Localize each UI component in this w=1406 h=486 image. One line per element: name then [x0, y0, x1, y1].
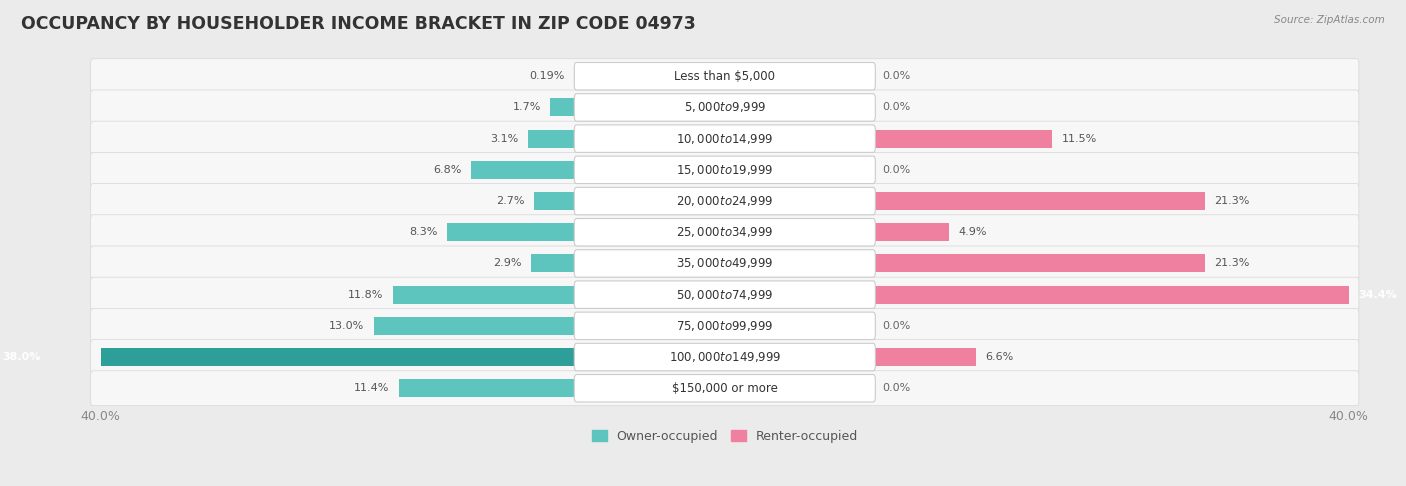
Text: $10,000 to $14,999: $10,000 to $14,999	[676, 132, 773, 146]
Text: Source: ZipAtlas.com: Source: ZipAtlas.com	[1274, 15, 1385, 25]
FancyBboxPatch shape	[574, 250, 876, 277]
Text: 13.0%: 13.0%	[329, 321, 364, 331]
Text: 11.8%: 11.8%	[347, 290, 384, 300]
Text: 11.4%: 11.4%	[354, 383, 389, 393]
Bar	[392, 286, 576, 304]
Text: 34.4%: 34.4%	[1358, 290, 1398, 300]
Bar	[534, 192, 576, 210]
Text: $25,000 to $34,999: $25,000 to $34,999	[676, 225, 773, 239]
Text: 6.6%: 6.6%	[986, 352, 1014, 362]
Text: 2.7%: 2.7%	[496, 196, 524, 206]
Text: $75,000 to $99,999: $75,000 to $99,999	[676, 319, 773, 333]
Bar	[873, 192, 1205, 210]
Text: 0.0%: 0.0%	[883, 383, 911, 393]
FancyBboxPatch shape	[90, 215, 1360, 250]
Text: 1.7%: 1.7%	[512, 103, 541, 112]
Text: $35,000 to $49,999: $35,000 to $49,999	[676, 257, 773, 270]
Text: $5,000 to $9,999: $5,000 to $9,999	[683, 101, 766, 114]
Text: 21.3%: 21.3%	[1215, 196, 1250, 206]
FancyBboxPatch shape	[574, 125, 876, 153]
Legend: Owner-occupied, Renter-occupied: Owner-occupied, Renter-occupied	[586, 425, 863, 448]
Bar	[873, 348, 976, 366]
FancyBboxPatch shape	[574, 343, 876, 371]
Text: 6.8%: 6.8%	[433, 165, 461, 175]
Bar	[873, 223, 949, 241]
FancyBboxPatch shape	[90, 371, 1360, 406]
Bar	[873, 254, 1205, 273]
Text: Less than $5,000: Less than $5,000	[675, 69, 775, 83]
Text: 8.3%: 8.3%	[409, 227, 437, 237]
Text: 0.0%: 0.0%	[883, 71, 911, 81]
FancyBboxPatch shape	[90, 277, 1360, 312]
Text: $15,000 to $19,999: $15,000 to $19,999	[676, 163, 773, 177]
Bar	[529, 130, 576, 148]
Bar	[0, 348, 576, 366]
Text: 0.0%: 0.0%	[883, 103, 911, 112]
Bar	[374, 317, 576, 335]
Bar	[550, 98, 576, 117]
FancyBboxPatch shape	[574, 219, 876, 246]
Text: $50,000 to $74,999: $50,000 to $74,999	[676, 288, 773, 302]
Text: 0.19%: 0.19%	[529, 71, 564, 81]
Bar	[873, 286, 1406, 304]
Text: 0.0%: 0.0%	[883, 165, 911, 175]
FancyBboxPatch shape	[574, 187, 876, 215]
FancyBboxPatch shape	[90, 90, 1360, 125]
FancyBboxPatch shape	[574, 156, 876, 184]
Text: 3.1%: 3.1%	[491, 134, 519, 144]
FancyBboxPatch shape	[574, 281, 876, 309]
Bar	[531, 254, 576, 273]
FancyBboxPatch shape	[90, 121, 1360, 156]
FancyBboxPatch shape	[90, 153, 1360, 187]
FancyBboxPatch shape	[90, 59, 1360, 94]
Bar	[471, 161, 576, 179]
Text: 2.9%: 2.9%	[494, 259, 522, 268]
FancyBboxPatch shape	[574, 312, 876, 340]
Text: $150,000 or more: $150,000 or more	[672, 382, 778, 395]
Bar	[399, 379, 576, 398]
FancyBboxPatch shape	[90, 340, 1360, 375]
FancyBboxPatch shape	[574, 94, 876, 121]
Text: 4.9%: 4.9%	[959, 227, 987, 237]
Text: $100,000 to $149,999: $100,000 to $149,999	[669, 350, 780, 364]
Text: 11.5%: 11.5%	[1062, 134, 1097, 144]
Text: 38.0%: 38.0%	[3, 352, 41, 362]
Bar	[574, 67, 576, 85]
Bar	[873, 130, 1052, 148]
FancyBboxPatch shape	[90, 309, 1360, 343]
FancyBboxPatch shape	[574, 63, 876, 90]
Text: 0.0%: 0.0%	[883, 321, 911, 331]
Text: 21.3%: 21.3%	[1215, 259, 1250, 268]
FancyBboxPatch shape	[90, 246, 1360, 281]
FancyBboxPatch shape	[90, 184, 1360, 219]
Bar	[447, 223, 576, 241]
Text: $20,000 to $24,999: $20,000 to $24,999	[676, 194, 773, 208]
FancyBboxPatch shape	[574, 375, 876, 402]
Text: OCCUPANCY BY HOUSEHOLDER INCOME BRACKET IN ZIP CODE 04973: OCCUPANCY BY HOUSEHOLDER INCOME BRACKET …	[21, 15, 696, 33]
